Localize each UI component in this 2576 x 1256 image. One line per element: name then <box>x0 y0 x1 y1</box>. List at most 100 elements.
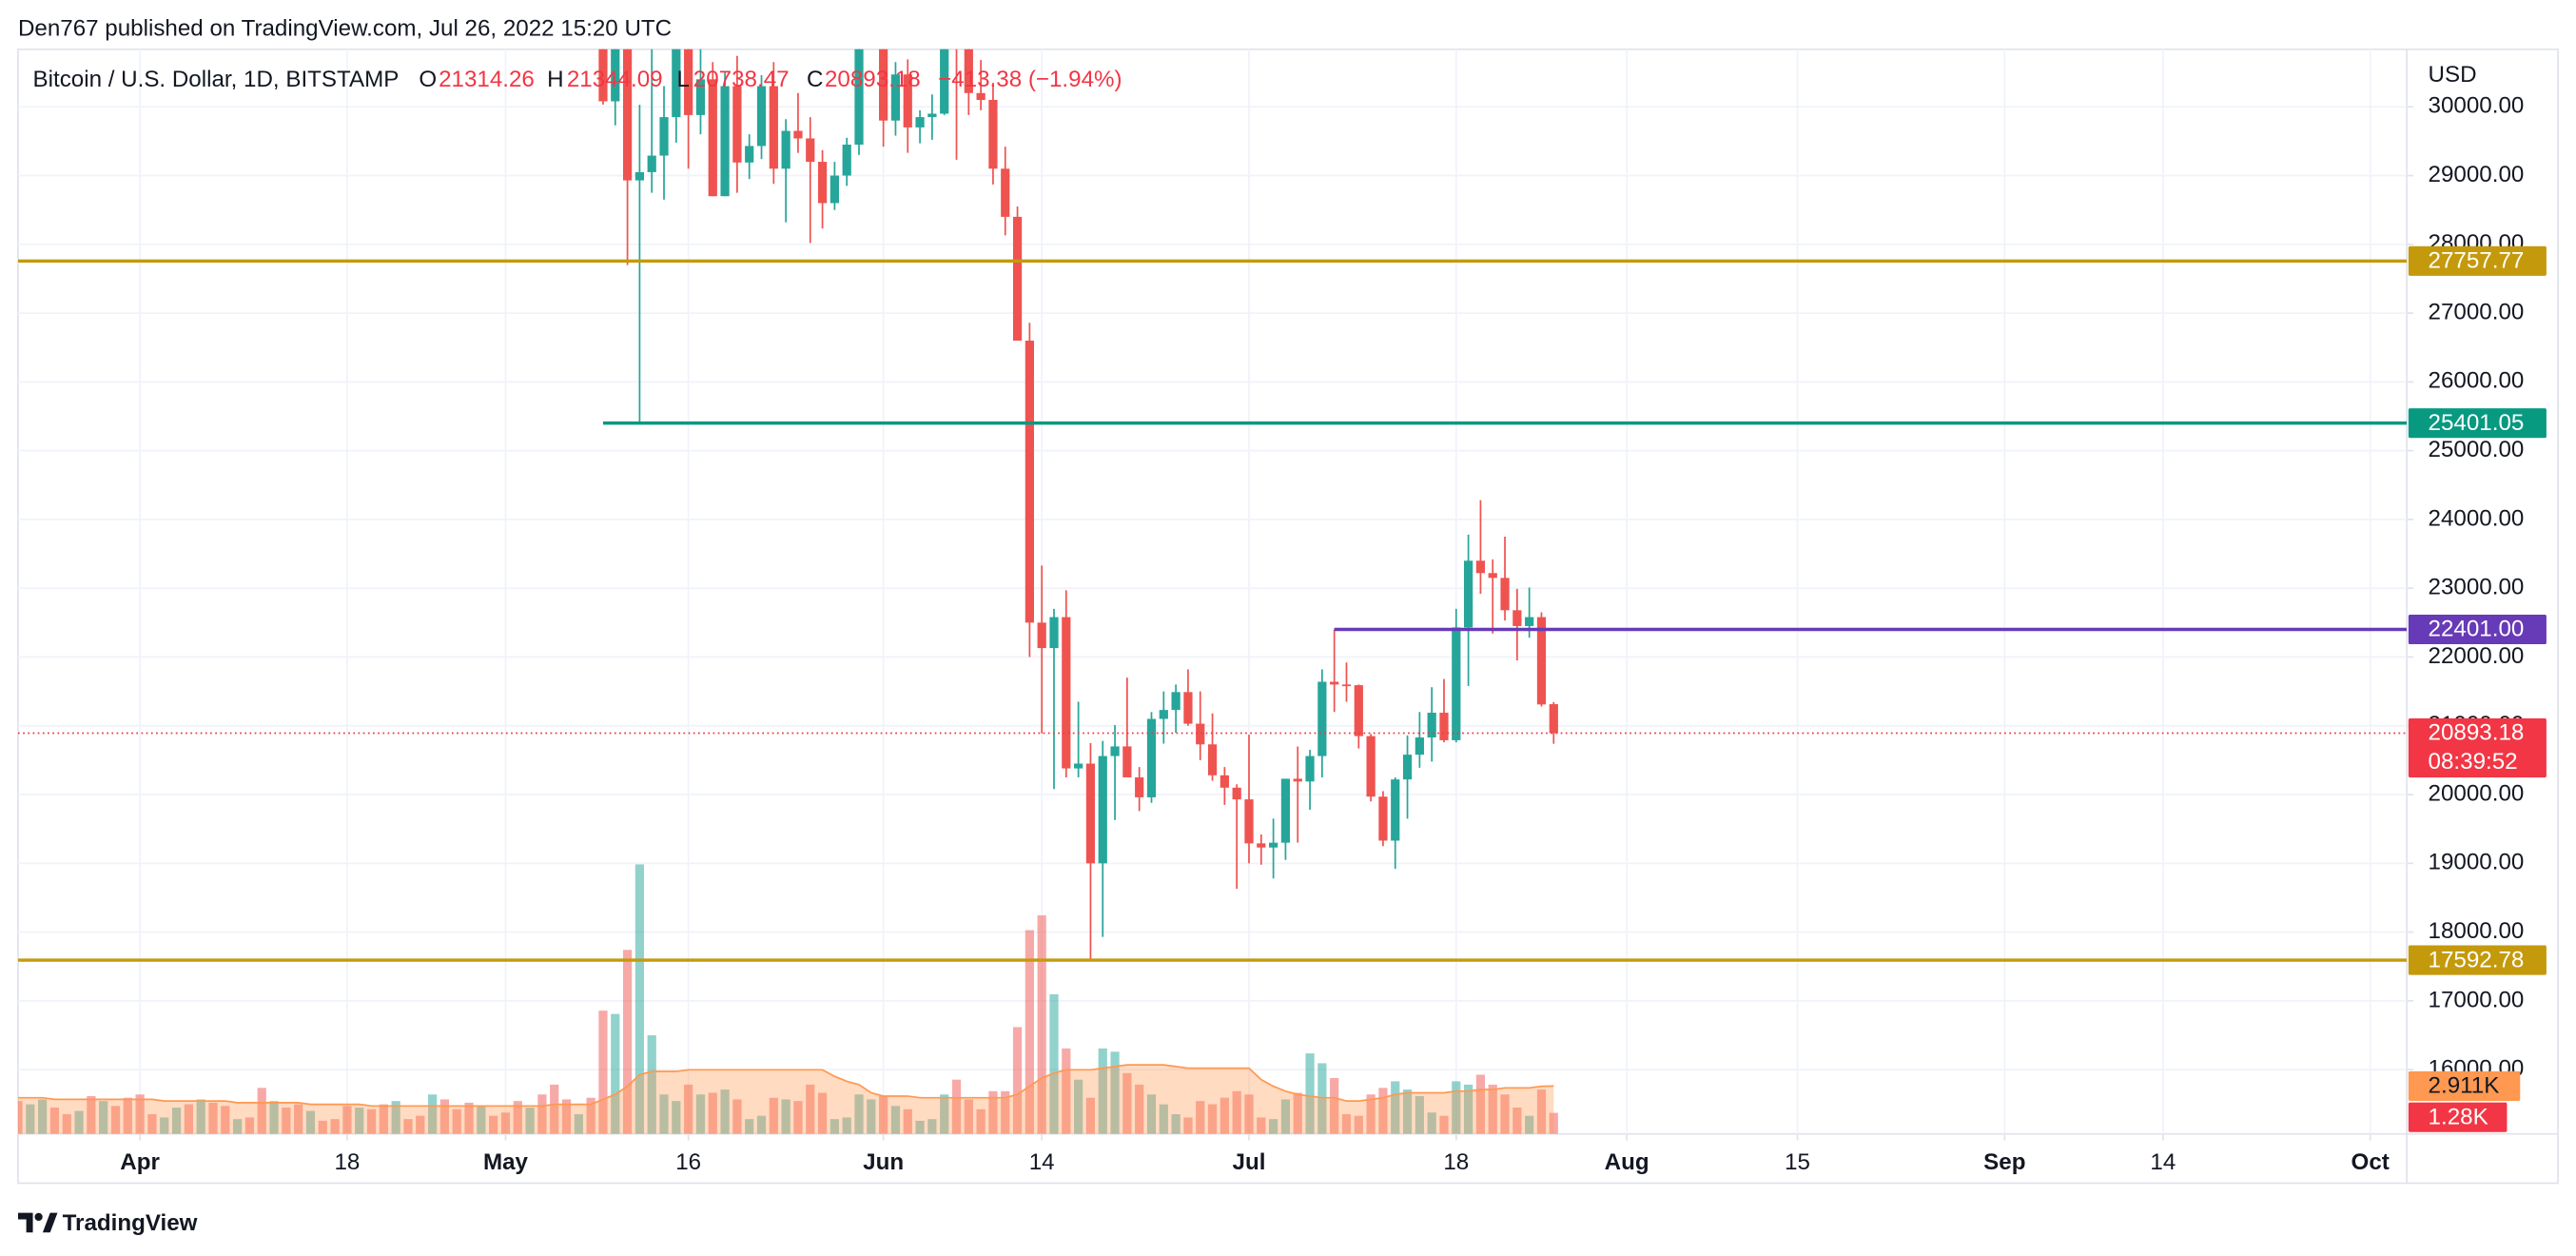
candle-body <box>708 79 717 197</box>
last-price-label: 20893.18 <box>2429 720 2525 746</box>
volume-bar <box>184 1104 193 1134</box>
volume-bar <box>99 1101 108 1134</box>
level-label: 25401.05 <box>2429 410 2525 436</box>
volume-bar <box>416 1115 425 1134</box>
volume-bar <box>1330 1077 1339 1134</box>
volume-bar <box>427 1094 438 1134</box>
candle-body <box>1220 775 1229 788</box>
candle-body <box>1439 713 1449 740</box>
volume-bar <box>1146 1094 1157 1134</box>
volume-ma-area <box>17 1065 1554 1134</box>
candle-body <box>720 86 730 197</box>
volume-bar <box>756 1115 767 1134</box>
volume-bar <box>1269 1119 1278 1134</box>
x-tick-label: Jun <box>863 1149 904 1175</box>
candle-body <box>879 49 888 121</box>
candle-body <box>1330 681 1339 685</box>
volume-bar <box>537 1094 547 1134</box>
candle-body <box>915 117 925 128</box>
candle-body <box>1085 763 1096 864</box>
candle-body <box>890 74 901 121</box>
volume-bar <box>622 950 633 1134</box>
volume-bar <box>1025 930 1034 1134</box>
candle-body <box>672 49 681 118</box>
volume-bar <box>1085 1097 1096 1134</box>
volume-bar <box>1488 1084 1497 1134</box>
candle-body <box>1146 718 1157 797</box>
volume-bar <box>366 1109 377 1134</box>
volume-bar <box>342 1106 352 1134</box>
volume-bar <box>598 1011 608 1134</box>
volume-bar <box>842 1117 851 1134</box>
volume-bar <box>232 1119 243 1134</box>
attribution: Den767 published on TradingView.com, Jul… <box>18 15 672 41</box>
candle-body <box>684 49 693 115</box>
volume-bar <box>1159 1104 1168 1134</box>
plot <box>17 49 2408 962</box>
volume-bar <box>1341 1113 1352 1134</box>
volume-bar <box>890 1106 901 1134</box>
volume-bar <box>1378 1088 1388 1134</box>
volume-bar <box>854 1094 864 1134</box>
volume-bar <box>1366 1094 1376 1134</box>
volume-bar <box>1122 1072 1132 1134</box>
volume-bar <box>439 1099 450 1134</box>
countdown-label: 08:39:52 <box>2429 749 2518 775</box>
volume-bar <box>1049 993 1059 1134</box>
candle-body <box>1378 796 1388 841</box>
volume-bar <box>940 1094 949 1134</box>
volume-bar <box>355 1108 364 1134</box>
volume-bar <box>452 1109 461 1134</box>
legend-key: O <box>419 67 437 92</box>
volume-bar <box>964 1099 973 1134</box>
candle-body <box>817 162 828 204</box>
volume-bar <box>1549 1112 1558 1134</box>
legend-value: 21314.26 <box>439 67 535 92</box>
volume-bar <box>793 1101 803 1134</box>
volume-bar <box>1354 1115 1363 1134</box>
candle-body <box>1135 776 1144 797</box>
candle-body <box>1257 843 1266 848</box>
volume-bar <box>500 1112 511 1134</box>
x-tick-label: 15 <box>1785 1149 1810 1175</box>
candle-body <box>1341 684 1352 687</box>
volume-bar <box>208 1102 218 1134</box>
volume-bar <box>708 1092 717 1134</box>
volume-bar <box>1305 1053 1315 1134</box>
y-tick-label: 20000.00 <box>2429 780 2525 806</box>
volume-bar <box>561 1099 572 1134</box>
volume-bar <box>1207 1104 1218 1134</box>
volume-bar <box>318 1120 327 1134</box>
logo-mark <box>42 1212 58 1233</box>
candle-body <box>695 79 706 115</box>
candle-body <box>1110 746 1120 756</box>
volume-bar <box>745 1119 754 1134</box>
volume-bar <box>611 1013 620 1134</box>
candle-body <box>1549 704 1558 734</box>
volume-bar <box>1512 1108 1522 1134</box>
candle-body <box>1415 737 1424 756</box>
volume-bar <box>1463 1084 1473 1134</box>
volume-bar <box>17 1101 23 1134</box>
volume-bar <box>829 1119 840 1134</box>
candle-body <box>1317 681 1327 756</box>
currency: USD <box>2429 62 2477 88</box>
volume-bar <box>695 1094 706 1134</box>
candle-body <box>829 175 840 204</box>
volume-bar <box>867 1099 876 1134</box>
volume-bar <box>1452 1081 1461 1134</box>
candle-body <box>1037 622 1046 649</box>
level-label: 27757.77 <box>2429 248 2525 274</box>
volume-bar <box>1402 1089 1413 1134</box>
volume-bar <box>1280 1099 1291 1134</box>
x-tick-label: Jul <box>1233 1149 1266 1175</box>
volume-bar <box>62 1113 71 1134</box>
volume-bar <box>634 864 645 1134</box>
candle-body <box>1196 723 1205 745</box>
candle-body <box>1475 560 1486 574</box>
volume-bar <box>391 1101 400 1134</box>
y-tick-label: 22000.00 <box>2429 643 2525 669</box>
volume-bar <box>1232 1090 1241 1134</box>
